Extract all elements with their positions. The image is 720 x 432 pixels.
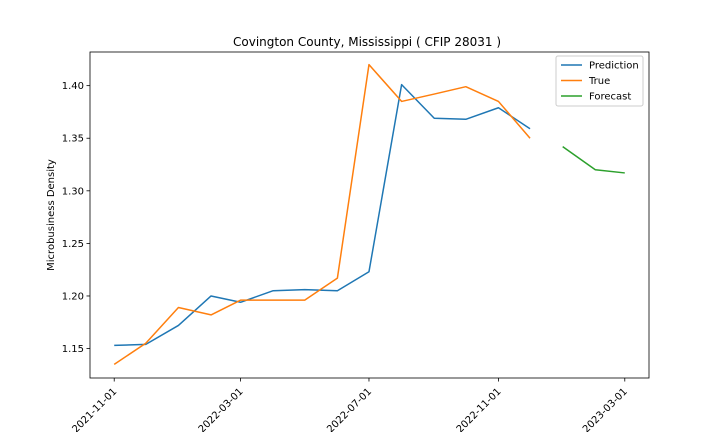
y-tick-label: 1.25 (62, 239, 84, 250)
legend: Prediction True Forecast (555, 55, 644, 107)
x-axis: 2021-11-01 2022-03-01 2022-07-01 2022-11-01… (70, 378, 630, 432)
x-tick-label: 2021-11-01 (70, 386, 119, 432)
series-line-true (113, 63, 531, 365)
y-axis-title: Microbusiness Density (46, 159, 57, 271)
legend-label-forecast: Forecast (589, 92, 631, 103)
y-tick-label: 1.20 (62, 291, 84, 302)
y-tick-label: 1.30 (62, 186, 84, 197)
plot-frame (89, 51, 650, 379)
series-line-prediction (114, 83, 531, 347)
legend-label-true: True (588, 76, 610, 87)
legend-frame (555, 55, 644, 107)
plot-area (89, 51, 650, 379)
y-axis: 1.15 1.20 1.25 1.30 1.35 1.40 (62, 81, 90, 355)
legend-label-prediction: Prediction (589, 61, 639, 72)
chart-title: Covington County, Mississippi ( CFIP 280… (233, 35, 501, 49)
series-layer (113, 63, 625, 365)
y-tick-label: 1.15 (62, 344, 84, 355)
y-tick-label: 1.35 (62, 134, 84, 145)
x-tick-label: 2022-11-01 (455, 386, 504, 432)
series-line-forecast (562, 146, 625, 174)
x-tick-label: 2022-03-01 (197, 386, 246, 432)
x-tick-label: 2022-07-01 (325, 386, 374, 432)
y-tick-label: 1.40 (62, 81, 84, 92)
x-tick-label: 2023-03-01 (581, 386, 630, 432)
